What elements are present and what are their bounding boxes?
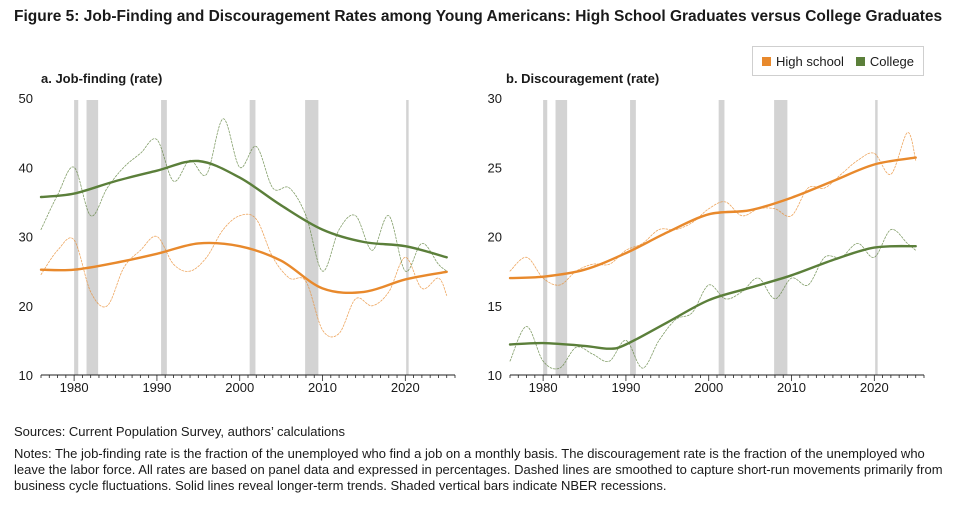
y-tick-label: 10 bbox=[19, 368, 33, 383]
charts-canvas: a. Job-finding (rate) 10 20 30 40 50 1980 1990 2… bbox=[19, 71, 925, 395]
legend-item-college: College bbox=[855, 53, 915, 69]
legend-swatch-high-school bbox=[761, 56, 771, 66]
recession-bar bbox=[249, 100, 256, 375]
x-tick-label: 2010 bbox=[308, 380, 337, 395]
x-tick-label: 2020 bbox=[391, 380, 420, 395]
chart-panel-b: b. Discouragement (rate) 10 15 20 25 30 1980 19… bbox=[488, 71, 925, 395]
x-tick-label: 2010 bbox=[777, 380, 806, 395]
y-tick-label: 50 bbox=[19, 91, 33, 106]
recession-bar bbox=[74, 100, 79, 375]
recession-bar bbox=[774, 100, 788, 375]
trend-line-high-school bbox=[39, 241, 448, 295]
recession-bar bbox=[555, 100, 568, 375]
y-tick-label: 30 bbox=[488, 91, 502, 106]
recession-bar bbox=[161, 100, 167, 375]
y-tick-label: 10 bbox=[488, 368, 502, 383]
recession-bar bbox=[718, 100, 725, 375]
legend-label-college: College bbox=[869, 53, 915, 69]
x-tick-label: 2000 bbox=[694, 380, 723, 395]
smoothed-line-high-school bbox=[509, 132, 917, 286]
y-tick-label: 40 bbox=[19, 160, 33, 175]
y-tick-label: 20 bbox=[488, 230, 502, 245]
chart-legend: High school College bbox=[752, 46, 924, 76]
trend-line-high-school bbox=[508, 156, 917, 280]
panel-title-a: a. Job-finding (rate) bbox=[41, 71, 162, 86]
trend-line-college bbox=[508, 244, 917, 350]
x-tick-label: 1990 bbox=[142, 380, 171, 395]
legend-label-high-school: High school bbox=[775, 53, 844, 69]
smoothed-line-high-school bbox=[40, 213, 448, 338]
legend-item-high-school: High school bbox=[761, 53, 844, 69]
legend-swatch-college bbox=[855, 56, 865, 66]
trend-line-college bbox=[39, 159, 448, 259]
smoothed-line-college bbox=[40, 118, 448, 272]
y-tick-label: 20 bbox=[19, 299, 33, 314]
y-tick-label: 30 bbox=[19, 230, 33, 245]
chart-panel-a: a. Job-finding (rate) 10 20 30 40 50 1980 1990 2… bbox=[19, 71, 456, 395]
recession-bar bbox=[406, 100, 409, 375]
panel-title-b: b. Discouragement (rate) bbox=[506, 71, 659, 86]
recession-bar bbox=[86, 100, 99, 375]
recession-bar bbox=[543, 100, 548, 375]
x-tick-label: 2000 bbox=[225, 380, 254, 395]
recession-bar bbox=[305, 100, 319, 375]
x-tick-label: 1980 bbox=[60, 380, 89, 395]
y-tick-label: 15 bbox=[488, 299, 502, 314]
figure-title: Figure 5: Job-Finding and Discouragement… bbox=[14, 8, 943, 25]
recession-bar bbox=[630, 100, 636, 375]
x-tick-label: 1980 bbox=[529, 380, 558, 395]
recession-bar bbox=[875, 100, 878, 375]
sources-text: Sources: Current Population Survey, auth… bbox=[14, 424, 345, 439]
x-tick-label: 2020 bbox=[860, 380, 889, 395]
x-tick-label: 1990 bbox=[611, 380, 640, 395]
notes-text: Notes: The job-finding rate is the fract… bbox=[14, 446, 943, 493]
y-tick-label: 25 bbox=[488, 160, 502, 175]
